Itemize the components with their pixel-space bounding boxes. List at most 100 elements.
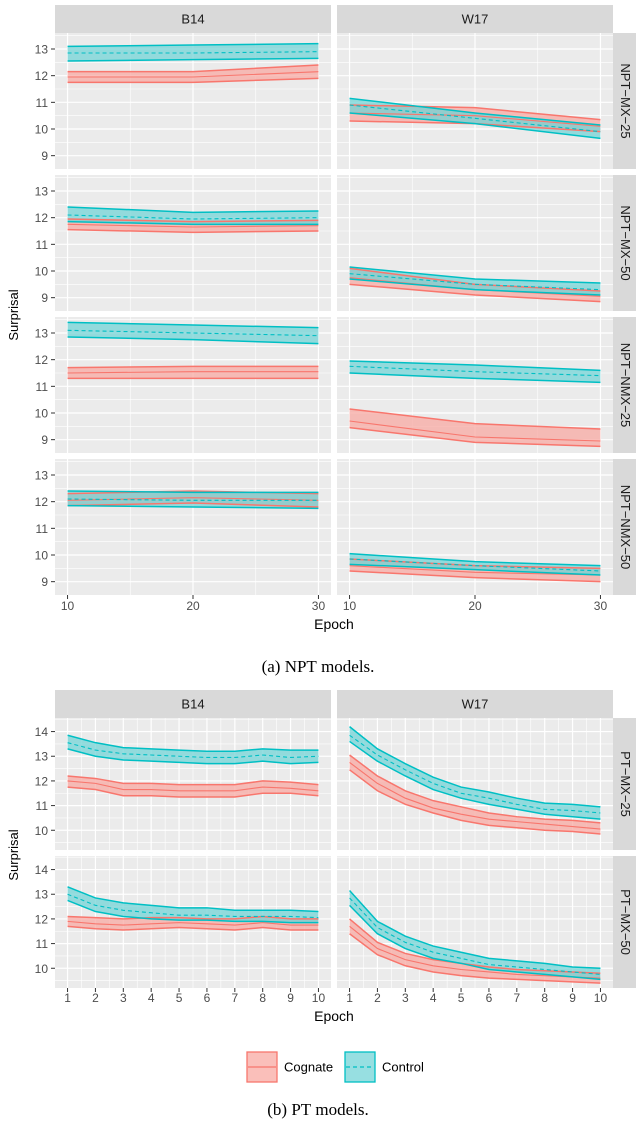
x-tick-label: 3 (120, 991, 127, 1005)
mean-line-cognate (349, 761, 601, 830)
ribbon-control (349, 553, 601, 575)
band-lower-control (349, 372, 601, 384)
strip-col-w17 (337, 5, 613, 33)
x-tick-label: 4 (148, 991, 155, 1005)
y-tick-label: 13 (35, 327, 49, 341)
strip-row-label-0: NPT−MX−25 (618, 63, 633, 138)
strip-row-label-0: PT−MX−25 (618, 751, 633, 817)
mean-line-cognate (349, 112, 601, 127)
band-upper-cognate (349, 918, 601, 974)
y-tick-label: 14 (35, 863, 49, 877)
panel-3-b14 (55, 459, 331, 595)
y-tick-label: 13 (35, 750, 49, 764)
band-upper-cognate (67, 64, 319, 73)
y-tick-label: 14 (35, 725, 49, 739)
mean-line-cognate (67, 780, 319, 792)
panel-0-b14 (55, 718, 331, 850)
y-tick-label: 13 (35, 888, 49, 902)
ribbon-control (349, 890, 601, 980)
band-upper-control (67, 734, 319, 753)
x-tick-label: 30 (312, 599, 326, 613)
y-tick-label: 10 (35, 123, 49, 137)
band-lower-cognate (349, 933, 601, 984)
ribbon-control (67, 735, 319, 764)
x-tick-label: 9 (569, 991, 576, 1005)
y-tick-label: 12 (35, 495, 49, 509)
ribbon-control (67, 43, 319, 61)
strip-row-label-1: NPT−MX−50 (618, 205, 633, 280)
y-tick-label: 11 (36, 522, 49, 536)
mean-line-control (349, 897, 601, 975)
band-upper-cognate (67, 218, 319, 223)
band-lower-control (67, 748, 319, 765)
panel-1-b14 (55, 175, 331, 311)
panel-1-w17 (337, 856, 613, 988)
panel-0-w17 (337, 33, 613, 169)
band-upper-control (67, 321, 319, 329)
y-tick-label: 10 (35, 265, 49, 279)
band-upper-control (349, 97, 601, 126)
y-tick-label: 13 (35, 469, 49, 483)
panel-2-w17 (337, 317, 613, 453)
band-lower-cognate (349, 283, 601, 303)
mean-line-cognate (67, 497, 319, 501)
y-tick-label: 11 (36, 238, 49, 252)
facet-chart-b: B14 W17PT−MX−251011121314PT−MX−5010111213… (6, 690, 636, 1024)
strip-label-b14: B14 (181, 697, 204, 712)
strip-row-1 (613, 175, 636, 311)
y-tick-label: 9 (41, 149, 48, 163)
band-lower-cognate (67, 502, 319, 508)
band-upper-control (349, 360, 601, 372)
band-upper-control (67, 42, 319, 48)
band-lower-cognate (349, 570, 601, 583)
x-tick-label: 2 (92, 991, 99, 1005)
caption-b: (b) PT models. (267, 1100, 369, 1119)
y-tick-label: 12 (35, 211, 49, 225)
band-lower-control (67, 899, 319, 924)
x-tick-label: 7 (513, 991, 520, 1005)
y-tick-label: 10 (35, 962, 49, 976)
caption-a: (a) NPT models. (261, 657, 375, 676)
mean-line-cognate (67, 223, 319, 228)
band-lower-control (67, 336, 319, 345)
y-axis-title: Surprisal (6, 829, 21, 880)
x-axis-title: Epoch (314, 616, 354, 632)
band-lower-control (349, 563, 601, 576)
band-upper-control (67, 206, 319, 214)
band-lower-control (349, 740, 601, 820)
x-tick-label: 10 (61, 599, 75, 613)
strip-row-0 (613, 33, 636, 169)
ribbon-cognate (67, 775, 319, 797)
y-tick-label: 11 (36, 96, 49, 110)
band-lower-cognate (67, 925, 319, 931)
band-upper-control (349, 266, 601, 284)
band-upper-cognate (67, 365, 319, 369)
panel-1-b14 (55, 856, 331, 988)
y-tick-label: 11 (36, 380, 49, 394)
x-tick-label: 30 (594, 599, 608, 613)
x-tick-label: 10 (594, 991, 608, 1005)
panel-2-b14 (55, 317, 331, 453)
band-upper-cognate (349, 754, 601, 824)
strip-row-2 (613, 317, 636, 453)
band-lower-cognate (67, 228, 319, 234)
band-upper-cognate (67, 775, 319, 786)
mean-line-control (67, 893, 319, 919)
y-tick-label: 12 (35, 353, 49, 367)
mean-line-control (349, 104, 601, 133)
band-upper-control (67, 886, 319, 913)
strip-row-1 (613, 856, 636, 988)
mean-line-cognate (349, 565, 601, 576)
x-tick-label: 1 (346, 991, 353, 1005)
band-upper-control (349, 552, 601, 567)
legend: Cognate Control (246, 1051, 424, 1083)
strip-row-0 (613, 718, 636, 850)
facet-chart-a: B14 W17 NPT−MX−25 9 10 11 12 13 NPT−MX−50 9 10 11 12… (6, 5, 636, 632)
band-lower-cognate (349, 769, 601, 835)
y-axis-title: Surprisal (6, 289, 21, 340)
y-tick-label: 10 (35, 824, 49, 838)
x-tick-label: 8 (541, 991, 548, 1005)
x-tick-label: 10 (312, 991, 326, 1005)
band-upper-control (349, 726, 601, 808)
